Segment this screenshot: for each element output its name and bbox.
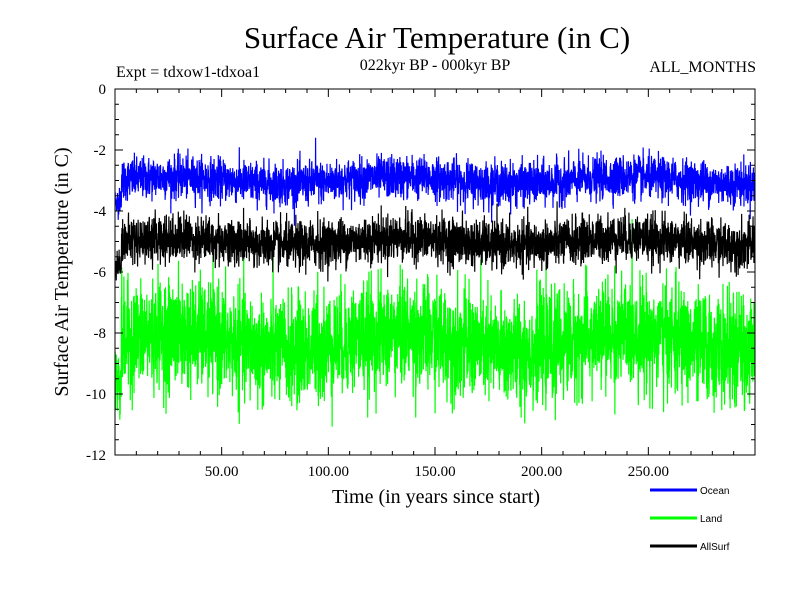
y-axis-label: Surface Air Temperature (in C) (51, 147, 73, 396)
x-tick-label: 150.00 (414, 464, 455, 480)
y-tick-label: -10 (86, 387, 106, 403)
x-axis-label: Time (in years since start) (332, 486, 540, 508)
chart-title: Surface Air Temperature (in C) (244, 20, 630, 55)
legend-label-allsurf: AllSurf (700, 542, 730, 553)
x-tick-label: 250.00 (628, 464, 669, 480)
y-tick-label: 0 (99, 82, 107, 98)
months-label: ALL_MONTHS (649, 59, 756, 76)
series-line-land (115, 219, 755, 427)
series-line-ocean (115, 137, 755, 226)
tick-layer: 50.00 100.00 150.00 200.00 250.00 0 -2 -4 -6 -8 -1… (86, 82, 755, 480)
experiment-label: Expt = tdxow1-tdxoa1 (116, 64, 260, 81)
y-tick-label: -12 (86, 448, 106, 464)
x-tick-label: 50.00 (205, 464, 239, 480)
series-layer (115, 137, 755, 427)
y-tick-label: -8 (94, 326, 107, 342)
x-tick-label: 200.00 (521, 464, 562, 480)
y-tick-label: -6 (94, 265, 107, 281)
legend-label-land: Land (700, 514, 722, 525)
y-tick-label: -2 (94, 143, 107, 159)
series-line-allsurf (115, 201, 755, 282)
legend: Ocean Land AllSurf (650, 486, 730, 553)
chart-subtitle: 022kyr BP - 000kyr BP (360, 57, 511, 74)
x-tick-label: 100.00 (308, 464, 349, 480)
legend-label-ocean: Ocean (700, 486, 729, 497)
y-tick-label: -4 (94, 204, 107, 220)
